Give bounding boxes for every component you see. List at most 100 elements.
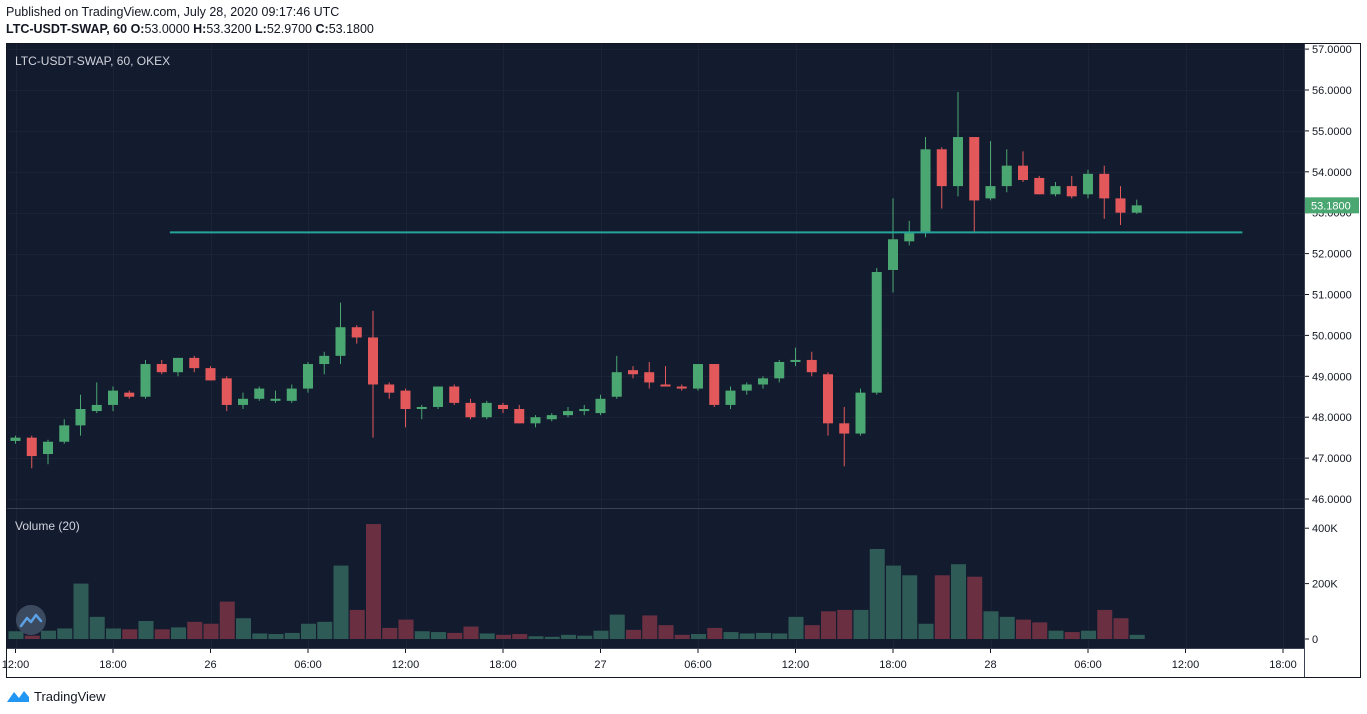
time-tick-label: 06:00 — [1074, 659, 1102, 671]
volume-bar — [707, 627, 723, 639]
price-tick-label: 57.0000 — [1312, 44, 1352, 56]
volume-bar — [593, 630, 609, 639]
candle-body — [140, 364, 151, 397]
volume-tick-label: 400K — [1312, 523, 1338, 535]
time-tick-label: 12:00 — [392, 659, 420, 671]
candle-body — [270, 398, 281, 401]
candle-body — [59, 425, 70, 442]
price-tick-label: 49.0000 — [1312, 371, 1352, 383]
volume-bar — [577, 635, 593, 639]
volume-bar — [1097, 609, 1113, 639]
volume-bar — [414, 631, 430, 639]
time-axis[interactable] — [7, 649, 1304, 677]
last-price-text: 53.1800 — [1311, 200, 1351, 212]
volume-bar — [333, 565, 349, 639]
price-axis-ticks: 57.000056.000055.000054.000053.000052.00… — [1305, 44, 1352, 506]
published-line: Published on TradingView.com, July 28, 2… — [6, 5, 340, 19]
volume-bar — [756, 632, 771, 639]
price-axis[interactable] — [1305, 44, 1360, 677]
volume-series — [8, 524, 1145, 639]
volume-bar — [122, 629, 138, 639]
candle-body — [205, 368, 216, 381]
volume-bar — [219, 601, 235, 639]
time-tick-label: 26 — [204, 659, 216, 671]
candle-body — [465, 402, 476, 418]
volume-bar — [496, 634, 511, 639]
volume-bar — [691, 634, 706, 639]
volume-bar — [252, 633, 268, 639]
candle-body — [839, 423, 850, 434]
candle-body — [91, 404, 102, 412]
candle-body — [254, 388, 265, 399]
volume-bar — [301, 623, 316, 639]
volume-bar — [268, 634, 284, 639]
volume-bar — [1081, 630, 1096, 639]
open-value: 53.0000 — [144, 22, 190, 36]
low-label: L: — [255, 22, 267, 36]
volume-bar — [398, 619, 414, 639]
volume-bar — [561, 634, 576, 639]
chart-frame — [6, 43, 1361, 678]
candle-body — [563, 411, 573, 416]
candle-body — [286, 388, 297, 401]
candle-body — [335, 327, 346, 356]
volume-bar — [544, 636, 560, 639]
candle-body — [660, 384, 671, 387]
candle-series — [10, 92, 1142, 469]
footer-brand: TradingView — [34, 688, 106, 704]
time-tick-label: 18:00 — [879, 659, 907, 671]
volume-bar — [463, 626, 479, 639]
candle-body — [920, 149, 931, 234]
volume-bar — [187, 621, 203, 639]
time-tick-label: 06:00 — [684, 659, 712, 671]
volume-bar — [57, 628, 73, 639]
candle-body — [10, 437, 21, 441]
candle-body — [400, 390, 411, 410]
low-value: 52.9700 — [266, 22, 313, 36]
volume-bar — [8, 631, 24, 639]
volume-bar — [821, 611, 836, 639]
candle-body — [449, 386, 460, 403]
candle-body — [628, 370, 638, 375]
candle-body — [1099, 173, 1110, 199]
volume-bar — [902, 575, 918, 639]
price-tick-label: 56.0000 — [1312, 85, 1352, 97]
ohlc-line: LTC-USDT-SWAP, 60 O:53.0000 H:53.3200 L:… — [6, 22, 374, 36]
candle-body — [823, 374, 833, 424]
volume-axis-ticks: 400K 200K 0 — [1305, 523, 1338, 646]
volume-bar — [171, 627, 186, 639]
candle-body — [303, 364, 313, 389]
candle-body — [936, 149, 947, 187]
candle-body — [1066, 186, 1077, 197]
volume-bar — [788, 616, 804, 639]
volume-bar — [723, 632, 739, 639]
volume-bar — [349, 609, 365, 639]
candle-body — [644, 372, 655, 383]
candle-body — [806, 359, 817, 373]
candle-body — [173, 357, 183, 373]
candle-body — [546, 415, 557, 420]
candle-body — [1083, 173, 1093, 195]
volume-bar — [1129, 634, 1145, 639]
symbol-label: LTC-USDT-SWAP, 60 — [6, 22, 128, 36]
price-tick-label: 46.0000 — [1312, 494, 1352, 506]
volume-bar — [869, 548, 885, 639]
time-tick-label: 12:00 — [782, 659, 810, 671]
last-price-badge — [1305, 197, 1359, 214]
candle-body — [384, 384, 395, 393]
volume-bar — [934, 575, 950, 639]
candle-body — [579, 409, 590, 412]
tradingview-badge-icon[interactable] — [16, 605, 46, 635]
time-tick-label: 12:00 — [2, 659, 30, 671]
volume-bar — [382, 627, 398, 639]
candle-body — [498, 404, 508, 410]
volume-bar — [837, 609, 853, 639]
time-tick-label: 27 — [594, 659, 606, 671]
time-tick-label: 12:00 — [1172, 659, 1200, 671]
price-tick-label: 55.0000 — [1312, 126, 1352, 138]
candle-body — [904, 233, 915, 242]
candle-body — [75, 409, 86, 426]
volume-bar — [626, 629, 641, 639]
time-tick-label: 06:00 — [294, 659, 322, 671]
